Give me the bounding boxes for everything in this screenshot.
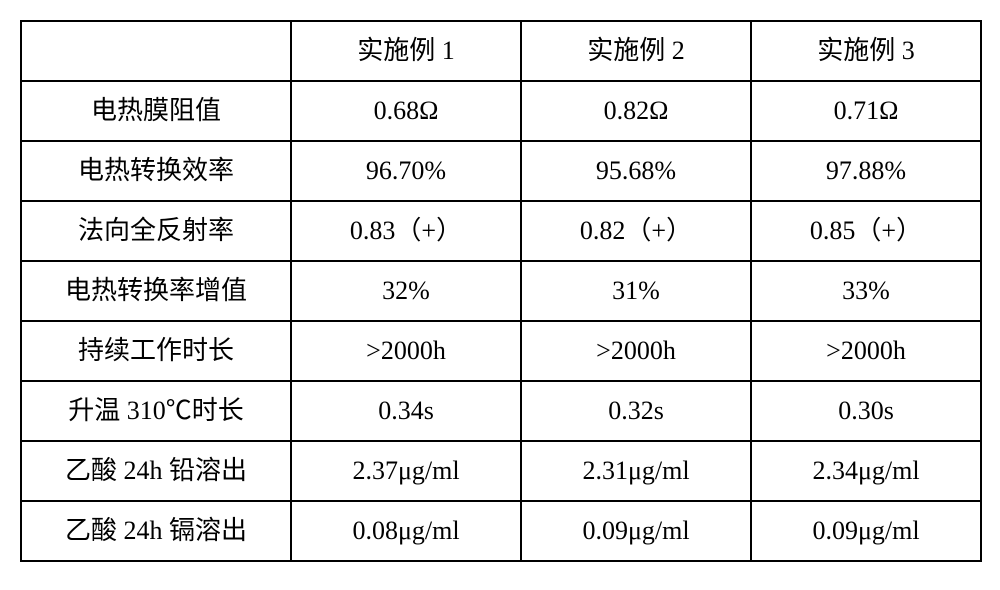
- table-row: 持续工作时长 >2000h >2000h >2000h: [21, 321, 981, 381]
- cell: 0.68Ω: [291, 81, 521, 141]
- row-label: 升温 310℃时长: [21, 381, 291, 441]
- header-cell: 实施例 1: [291, 21, 521, 81]
- cell: 0.30s: [751, 381, 981, 441]
- cell: 33%: [751, 261, 981, 321]
- cell: >2000h: [521, 321, 751, 381]
- cell: 0.09μg/ml: [521, 501, 751, 561]
- row-label: 法向全反射率: [21, 201, 291, 261]
- cell: 2.31μg/ml: [521, 441, 751, 501]
- table-row: 乙酸 24h 镉溶出 0.08μg/ml 0.09μg/ml 0.09μg/ml: [21, 501, 981, 561]
- cell: 0.82（+）: [521, 201, 751, 261]
- table-row: 乙酸 24h 铅溶出 2.37μg/ml 2.31μg/ml 2.34μg/ml: [21, 441, 981, 501]
- header-cell: 实施例 3: [751, 21, 981, 81]
- data-table: 实施例 1 实施例 2 实施例 3 电热膜阻值 0.68Ω 0.82Ω 0.71…: [20, 20, 982, 562]
- table-row: 电热转换效率 96.70% 95.68% 97.88%: [21, 141, 981, 201]
- cell: 0.08μg/ml: [291, 501, 521, 561]
- header-cell: 实施例 2: [521, 21, 751, 81]
- cell: 0.09μg/ml: [751, 501, 981, 561]
- cell: 0.83（+）: [291, 201, 521, 261]
- table-header-row: 实施例 1 实施例 2 实施例 3: [21, 21, 981, 81]
- cell: 95.68%: [521, 141, 751, 201]
- cell: 0.32s: [521, 381, 751, 441]
- table-container: 实施例 1 实施例 2 实施例 3 电热膜阻值 0.68Ω 0.82Ω 0.71…: [0, 0, 1000, 582]
- row-label: 持续工作时长: [21, 321, 291, 381]
- cell: 0.71Ω: [751, 81, 981, 141]
- cell: 2.34μg/ml: [751, 441, 981, 501]
- cell: >2000h: [751, 321, 981, 381]
- row-label: 乙酸 24h 铅溶出: [21, 441, 291, 501]
- cell: 32%: [291, 261, 521, 321]
- header-cell: [21, 21, 291, 81]
- cell: 0.85（+）: [751, 201, 981, 261]
- table-row: 电热膜阻值 0.68Ω 0.82Ω 0.71Ω: [21, 81, 981, 141]
- table-row: 法向全反射率 0.83（+） 0.82（+） 0.85（+）: [21, 201, 981, 261]
- row-label: 电热转换效率: [21, 141, 291, 201]
- cell: 2.37μg/ml: [291, 441, 521, 501]
- row-label: 电热膜阻值: [21, 81, 291, 141]
- cell: >2000h: [291, 321, 521, 381]
- cell: 0.82Ω: [521, 81, 751, 141]
- cell: 31%: [521, 261, 751, 321]
- cell: 0.34s: [291, 381, 521, 441]
- table-row: 电热转换率增值 32% 31% 33%: [21, 261, 981, 321]
- row-label: 乙酸 24h 镉溶出: [21, 501, 291, 561]
- row-label: 电热转换率增值: [21, 261, 291, 321]
- table-row: 升温 310℃时长 0.34s 0.32s 0.30s: [21, 381, 981, 441]
- cell: 97.88%: [751, 141, 981, 201]
- cell: 96.70%: [291, 141, 521, 201]
